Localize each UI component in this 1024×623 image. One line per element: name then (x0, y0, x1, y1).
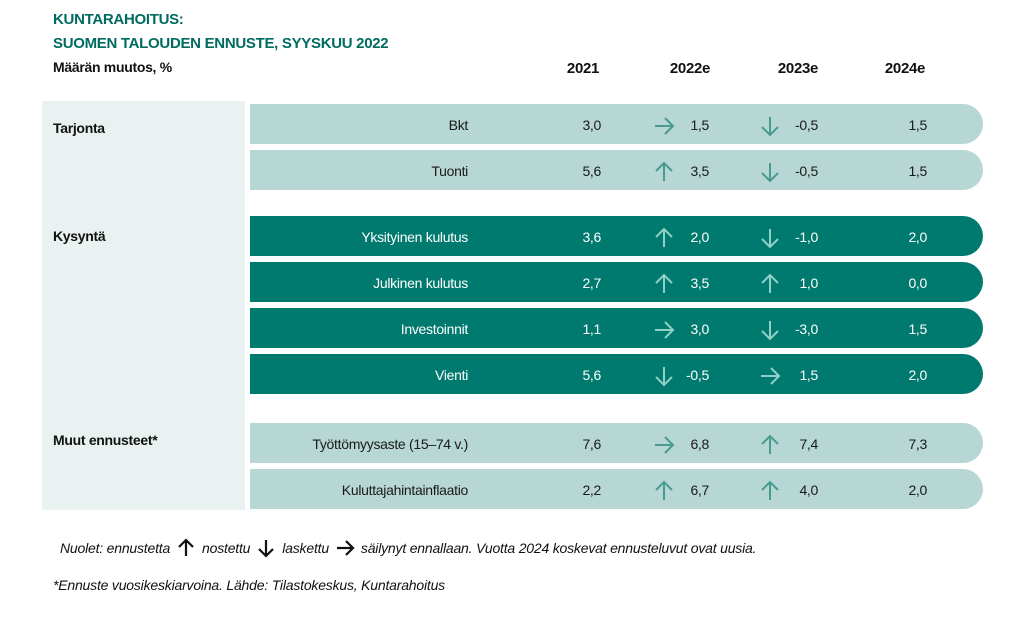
legend-down-label: laskettu (282, 540, 329, 556)
row-label: Työttömyysaste (15–74 v.) (312, 436, 468, 452)
value-2024e: 1,5 (908, 163, 927, 179)
table-row: Julkinen kulutus 2,7 3,5 1,0 0,0 (250, 262, 983, 302)
value-2021: 5,6 (582, 163, 601, 179)
group-sidebar (42, 101, 245, 510)
row-label: Tuonti (431, 163, 468, 179)
arrow-legend: Nuolet: ennustetta nostettu laskettu säi… (60, 538, 756, 558)
table-row: Bkt 3,0 1,5 -0,5 1,5 (250, 104, 983, 144)
table-row: Vienti 5,6 -0,5 1,5 2,0 (250, 354, 983, 394)
arrow-down-icon (258, 540, 275, 558)
table-row: Yksityinen kulutus 3,6 2,0 -1,0 2,0 (250, 216, 983, 256)
arrow-right-icon (336, 540, 355, 556)
value-2021: 2,2 (582, 482, 601, 498)
arrow-up-icon (655, 227, 673, 247)
value-2021: 5,6 (582, 367, 601, 383)
value-2023e: 4,0 (799, 482, 818, 498)
value-2021: 7,6 (582, 436, 601, 452)
source-note: *Ennuste vuosikeskiarvoina. Lähde: Tilas… (53, 577, 445, 593)
table-row: Investoinnit 1,1 3,0 -3,0 1,5 (250, 308, 983, 348)
row-label: Bkt (448, 117, 469, 133)
arrow-up-icon (761, 273, 779, 293)
value-2023e: 7,4 (799, 436, 818, 452)
arrow-down-icon (761, 229, 779, 249)
value-2021: 3,0 (582, 117, 601, 133)
arrow-down-icon (655, 367, 673, 387)
value-2022e: 2,0 (690, 229, 709, 245)
arrow-up-icon (761, 480, 779, 500)
row-label: Kuluttajahintainflaatio (341, 482, 469, 498)
arrow-down-icon (761, 321, 779, 341)
table-row: Kuluttajahintainflaatio 2,2 6,7 4,0 2,0 (250, 469, 983, 509)
value-2021: 2,7 (582, 275, 601, 291)
title-line-2: SUOMEN TALOUDEN ENNUSTE, SYYSKUU 2022 (53, 35, 389, 52)
value-2022e: 3,5 (690, 163, 709, 179)
row-label: Yksityinen kulutus (361, 229, 468, 245)
value-2023e: -0,5 (795, 117, 818, 133)
value-2021: 3,6 (582, 229, 601, 245)
value-2022e: 6,8 (690, 436, 709, 452)
value-2024e: 0,0 (908, 275, 927, 291)
value-2022e: 3,0 (690, 321, 709, 337)
arrow-up-icon (655, 273, 673, 293)
title-line-1: KUNTARAHOITUS: (53, 11, 184, 28)
column-header-2023e: 2023e (777, 60, 819, 77)
value-2024e: 2,0 (908, 367, 927, 383)
value-2023e: -0,5 (795, 163, 818, 179)
value-2022e: 6,7 (690, 482, 709, 498)
value-2023e: -1,0 (795, 229, 818, 245)
value-2022e: 3,5 (690, 275, 709, 291)
value-2021: 1,1 (582, 321, 601, 337)
value-2024e: 2,0 (908, 229, 927, 245)
value-2023e: 1,0 (799, 275, 818, 291)
row-label: Vienti (435, 367, 468, 383)
group-label-tarjonta: Tarjonta (53, 120, 105, 136)
value-2024e: 2,0 (908, 482, 927, 498)
group-label-kysynta: Kysyntä (53, 228, 106, 244)
legend-up-label: nostettu (202, 540, 251, 556)
legend-right-label: säilynyt ennallaan. Vuotta 2024 koskevat… (360, 540, 757, 556)
arrow-right-icon (655, 436, 675, 454)
arrow-down-icon (761, 163, 779, 183)
value-2024e: 7,3 (908, 436, 927, 452)
value-2022e: -0,5 (686, 367, 709, 383)
table-row: Työttömyysaste (15–74 v.) 7,6 6,8 7,4 7,3 (250, 423, 983, 463)
arrow-up-icon (178, 538, 194, 556)
column-header-2022e: 2022e (669, 60, 711, 77)
legend-prefix: Nuolet: ennustetta (60, 540, 171, 556)
value-2024e: 1,5 (908, 117, 927, 133)
table-row: Tuonti 5,6 3,5 -0,5 1,5 (250, 150, 983, 190)
arrow-right-icon (655, 117, 675, 135)
arrow-down-icon (761, 117, 779, 137)
value-2022e: 1,5 (690, 117, 709, 133)
value-2024e: 1,5 (908, 321, 927, 337)
value-2023e: -3,0 (795, 321, 818, 337)
value-2023e: 1,5 (799, 367, 818, 383)
arrow-up-icon (655, 161, 673, 181)
row-label: Julkinen kulutus (373, 275, 468, 291)
subtitle: Määrän muutos, % (53, 59, 172, 75)
group-label-muut-ennusteet: Muut ennusteet* (53, 432, 158, 448)
row-label: Investoinnit (400, 321, 469, 337)
arrow-up-icon (655, 480, 673, 500)
arrow-right-icon (761, 367, 781, 385)
column-header-2021: 2021 (566, 60, 600, 77)
arrow-up-icon (761, 434, 779, 454)
arrow-right-icon (655, 321, 675, 339)
column-header-2024e: 2024e (884, 60, 926, 77)
